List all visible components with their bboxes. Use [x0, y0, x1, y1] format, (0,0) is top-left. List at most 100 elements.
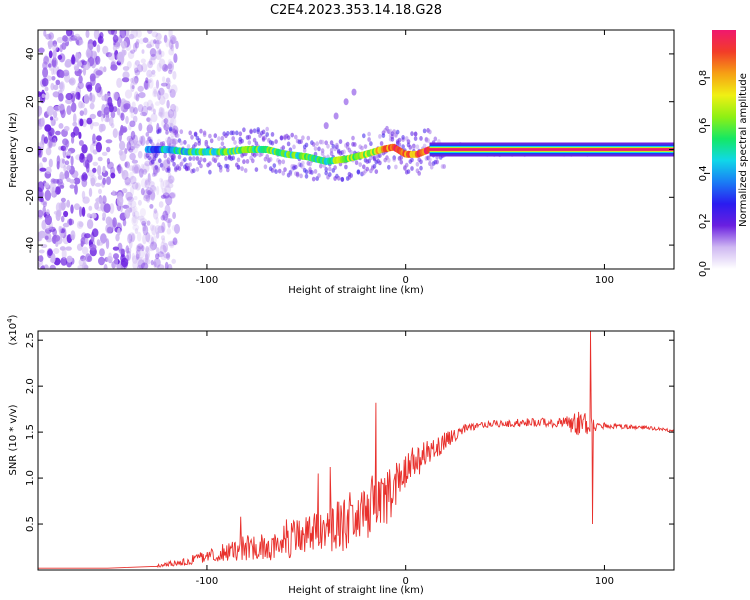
trace-halo: [379, 141, 384, 146]
noise-speckle: [155, 247, 160, 254]
noise-speckle: [137, 150, 143, 159]
trace-halo: [254, 167, 259, 173]
noise-speckle: [146, 99, 154, 111]
trace-halo: [168, 126, 173, 132]
noise-speckle: [132, 205, 138, 213]
faint-branch-mark: [343, 98, 349, 106]
noise-speckle: [135, 38, 140, 45]
noise-speckle: [165, 77, 171, 83]
trace-halo: [247, 134, 252, 140]
trace-halo: [145, 132, 150, 137]
noise-speckle: [60, 108, 66, 119]
noise-speckle: [170, 103, 177, 112]
noise-speckle: [73, 126, 80, 136]
noise-speckle: [142, 163, 150, 173]
noise-speckle: [78, 75, 83, 84]
noise-speckle: [134, 143, 140, 149]
noise-speckle: [157, 264, 165, 269]
noise-speckle: [124, 161, 130, 169]
noise-speckle: [160, 255, 167, 261]
trace-halo: [165, 130, 169, 135]
noise-speckle: [93, 30, 100, 40]
noise-speckle: [167, 263, 173, 269]
carrier-band: [429, 148, 674, 151]
noise-speckle: [128, 165, 135, 171]
noise-speckle: [149, 204, 154, 209]
trace-halo: [419, 165, 423, 171]
noise-speckle: [78, 39, 84, 45]
noise-speckle: [153, 258, 161, 268]
noise-speckle: [127, 202, 133, 210]
noise-speckle: [73, 177, 81, 185]
noise-speckle: [157, 225, 165, 234]
noise-speckle: [106, 146, 111, 153]
noise-speckle: [125, 115, 129, 125]
noise-speckle: [170, 132, 176, 138]
trace-halo: [362, 133, 366, 139]
trace-halo: [281, 145, 286, 151]
y-tick-label: 40: [25, 48, 36, 61]
noise-speckle: [105, 216, 112, 225]
noise-speckle: [42, 201, 47, 208]
noise-speckle: [151, 69, 156, 75]
trace-halo: [304, 142, 309, 148]
noise-speckle: [167, 240, 175, 247]
noise-speckle: [142, 168, 148, 175]
trace-halo: [428, 161, 432, 167]
trace-halo: [161, 166, 166, 171]
noise-speckle: [140, 135, 146, 146]
noise-speckle: [122, 188, 128, 194]
noise-speckle: [147, 41, 152, 48]
noise-speckle: [136, 244, 144, 252]
noise-speckle: [172, 70, 177, 80]
trace-halo: [390, 136, 395, 142]
noise-speckle: [171, 224, 177, 231]
noise-speckle: [38, 209, 44, 218]
noise-speckle: [134, 41, 140, 49]
trace-halo: [252, 137, 257, 143]
noise-speckle: [141, 49, 145, 54]
noise-speckle: [116, 77, 123, 88]
noise-speckle: [66, 199, 71, 208]
faint-branch-mark: [351, 88, 357, 96]
noise-speckle: [63, 125, 70, 132]
trace-halo: [231, 136, 235, 141]
noise-speckle: [108, 104, 114, 113]
noise-speckle: [155, 79, 160, 89]
trace-halo: [311, 142, 316, 147]
trace-halo: [313, 146, 318, 152]
noise-speckle: [154, 101, 161, 106]
noise-speckle: [120, 101, 124, 112]
noise-speckle: [92, 167, 97, 173]
noise-speckle: [78, 140, 84, 146]
trace-halo: [326, 143, 330, 149]
trace-halo: [301, 135, 305, 141]
trace-halo: [193, 132, 198, 137]
trace-halo: [329, 151, 334, 157]
noise-speckle: [70, 155, 74, 166]
noise-speckle: [155, 216, 159, 225]
noise-speckle: [89, 102, 95, 110]
noise-speckle: [87, 39, 94, 50]
noise-speckle: [63, 144, 68, 151]
noise-speckle: [46, 209, 50, 216]
noise-speckle: [135, 93, 140, 102]
noise-speckle: [96, 44, 101, 53]
noise-speckle: [46, 105, 54, 116]
trace-halo: [220, 141, 225, 147]
trace-halo: [236, 164, 241, 170]
noise-speckle: [133, 78, 138, 86]
noise-speckle: [113, 253, 119, 260]
noise-speckle: [79, 118, 84, 127]
noise-speckle: [51, 68, 55, 76]
noise-speckle: [147, 177, 151, 186]
trace-halo: [353, 142, 357, 147]
noise-speckle: [70, 56, 76, 65]
noise-speckle: [166, 252, 171, 260]
trace-halo: [177, 154, 182, 160]
noise-speckle: [167, 182, 174, 189]
trace-halo: [193, 142, 198, 147]
noise-speckle: [148, 58, 153, 65]
noise-speckle: [132, 211, 136, 217]
